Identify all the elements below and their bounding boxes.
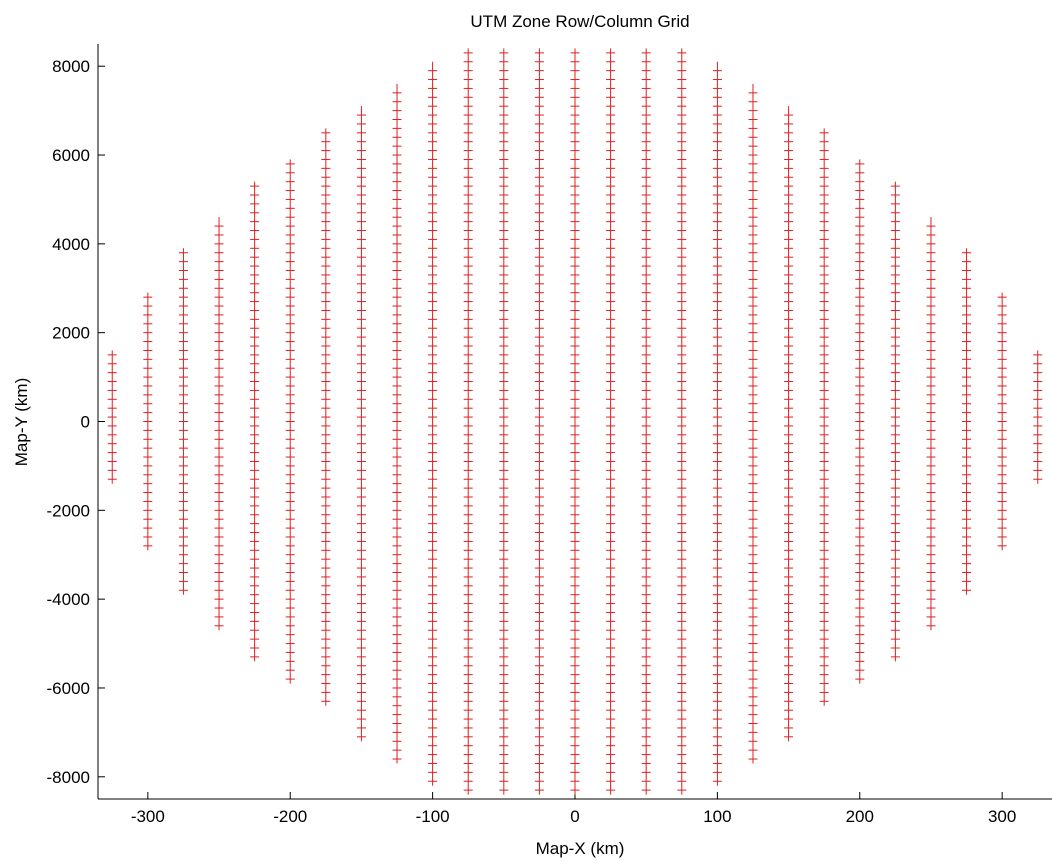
x-tick-label: -300 — [131, 807, 165, 826]
y-tick-label: -4000 — [47, 590, 90, 609]
x-tick-label: 200 — [846, 807, 874, 826]
x-tick-label: 300 — [988, 807, 1016, 826]
y-tick-label: 4000 — [52, 235, 90, 254]
x-tick-label: -100 — [416, 807, 450, 826]
y-tick-label: -8000 — [47, 768, 90, 787]
y-tick-label: 8000 — [52, 57, 90, 76]
x-tick-label: -200 — [273, 807, 307, 826]
x-tick-label: 0 — [570, 807, 579, 826]
chart-title: UTM Zone Row/Column Grid — [470, 12, 689, 31]
x-tick-label: 100 — [703, 807, 731, 826]
y-tick-label: 0 — [81, 413, 90, 432]
y-axis-label: Map-Y (km) — [12, 378, 31, 466]
y-tick-label: 6000 — [52, 146, 90, 165]
plot-area: -300 -200 -100 0 100 200 300 -8000 -6000 -4000 -20… — [47, 44, 1052, 826]
y-tick-label: 2000 — [52, 324, 90, 343]
y-tick-label: -6000 — [47, 679, 90, 698]
y-tick-label: -2000 — [47, 501, 90, 520]
x-axis-label: Map-X (km) — [536, 839, 625, 858]
